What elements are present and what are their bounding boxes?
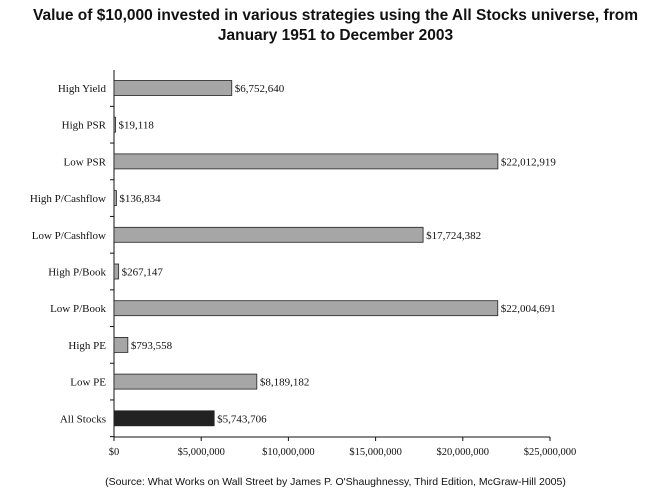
category-label: Low P/Cashflow [32,230,106,242]
category-label: Low P/Book [50,303,106,315]
bar [113,410,215,427]
data-label: $22,012,919 [501,156,556,168]
bar [113,336,129,353]
category-label: High P/Cashflow [30,193,106,205]
data-label: $19,118 [119,120,155,132]
chart-title-line2: January 1951 to December 2003 [217,27,454,44]
category-label: Low PE [70,377,106,389]
x-tick-label: $20,000,000 [437,447,490,458]
category-label: All Stocks [60,413,106,425]
bar [113,80,233,96]
x-tick-label: $15,000,000 [349,447,402,458]
bar [113,263,120,280]
data-label: $17,724,382 [426,230,481,242]
x-tick-label: $5,000,000 [178,447,225,458]
data-label: $8,189,182 [260,377,310,389]
chart-title-line1: Value of $10,000 invested in various str… [32,7,638,24]
category-label: Low PSR [64,156,107,168]
bar [113,226,424,243]
bar [113,116,116,133]
data-label: $136,834 [119,193,161,205]
source-note: (Source: What Works on Wall Street by Ja… [105,476,566,488]
x-tick-label: $10,000,000 [262,447,315,458]
bar [113,190,117,207]
bar [113,373,258,390]
data-label: $6,752,640 [235,83,285,95]
category-label: High PSR [62,120,107,132]
category-label: High PE [68,340,106,352]
x-tick-label: $0 [109,447,120,458]
data-label: $5,743,706 [217,413,267,425]
category-label: High P/Book [48,267,106,279]
bar [113,153,499,170]
x-tick-label: $25,000,000 [524,447,577,458]
data-label: $793,558 [131,340,173,352]
bar [113,300,499,317]
data-label: $267,147 [122,267,164,279]
category-label: High Yield [58,83,107,95]
chart-title: Value of $10,000 invested in various str… [0,6,671,46]
data-label: $22,004,691 [501,303,556,315]
